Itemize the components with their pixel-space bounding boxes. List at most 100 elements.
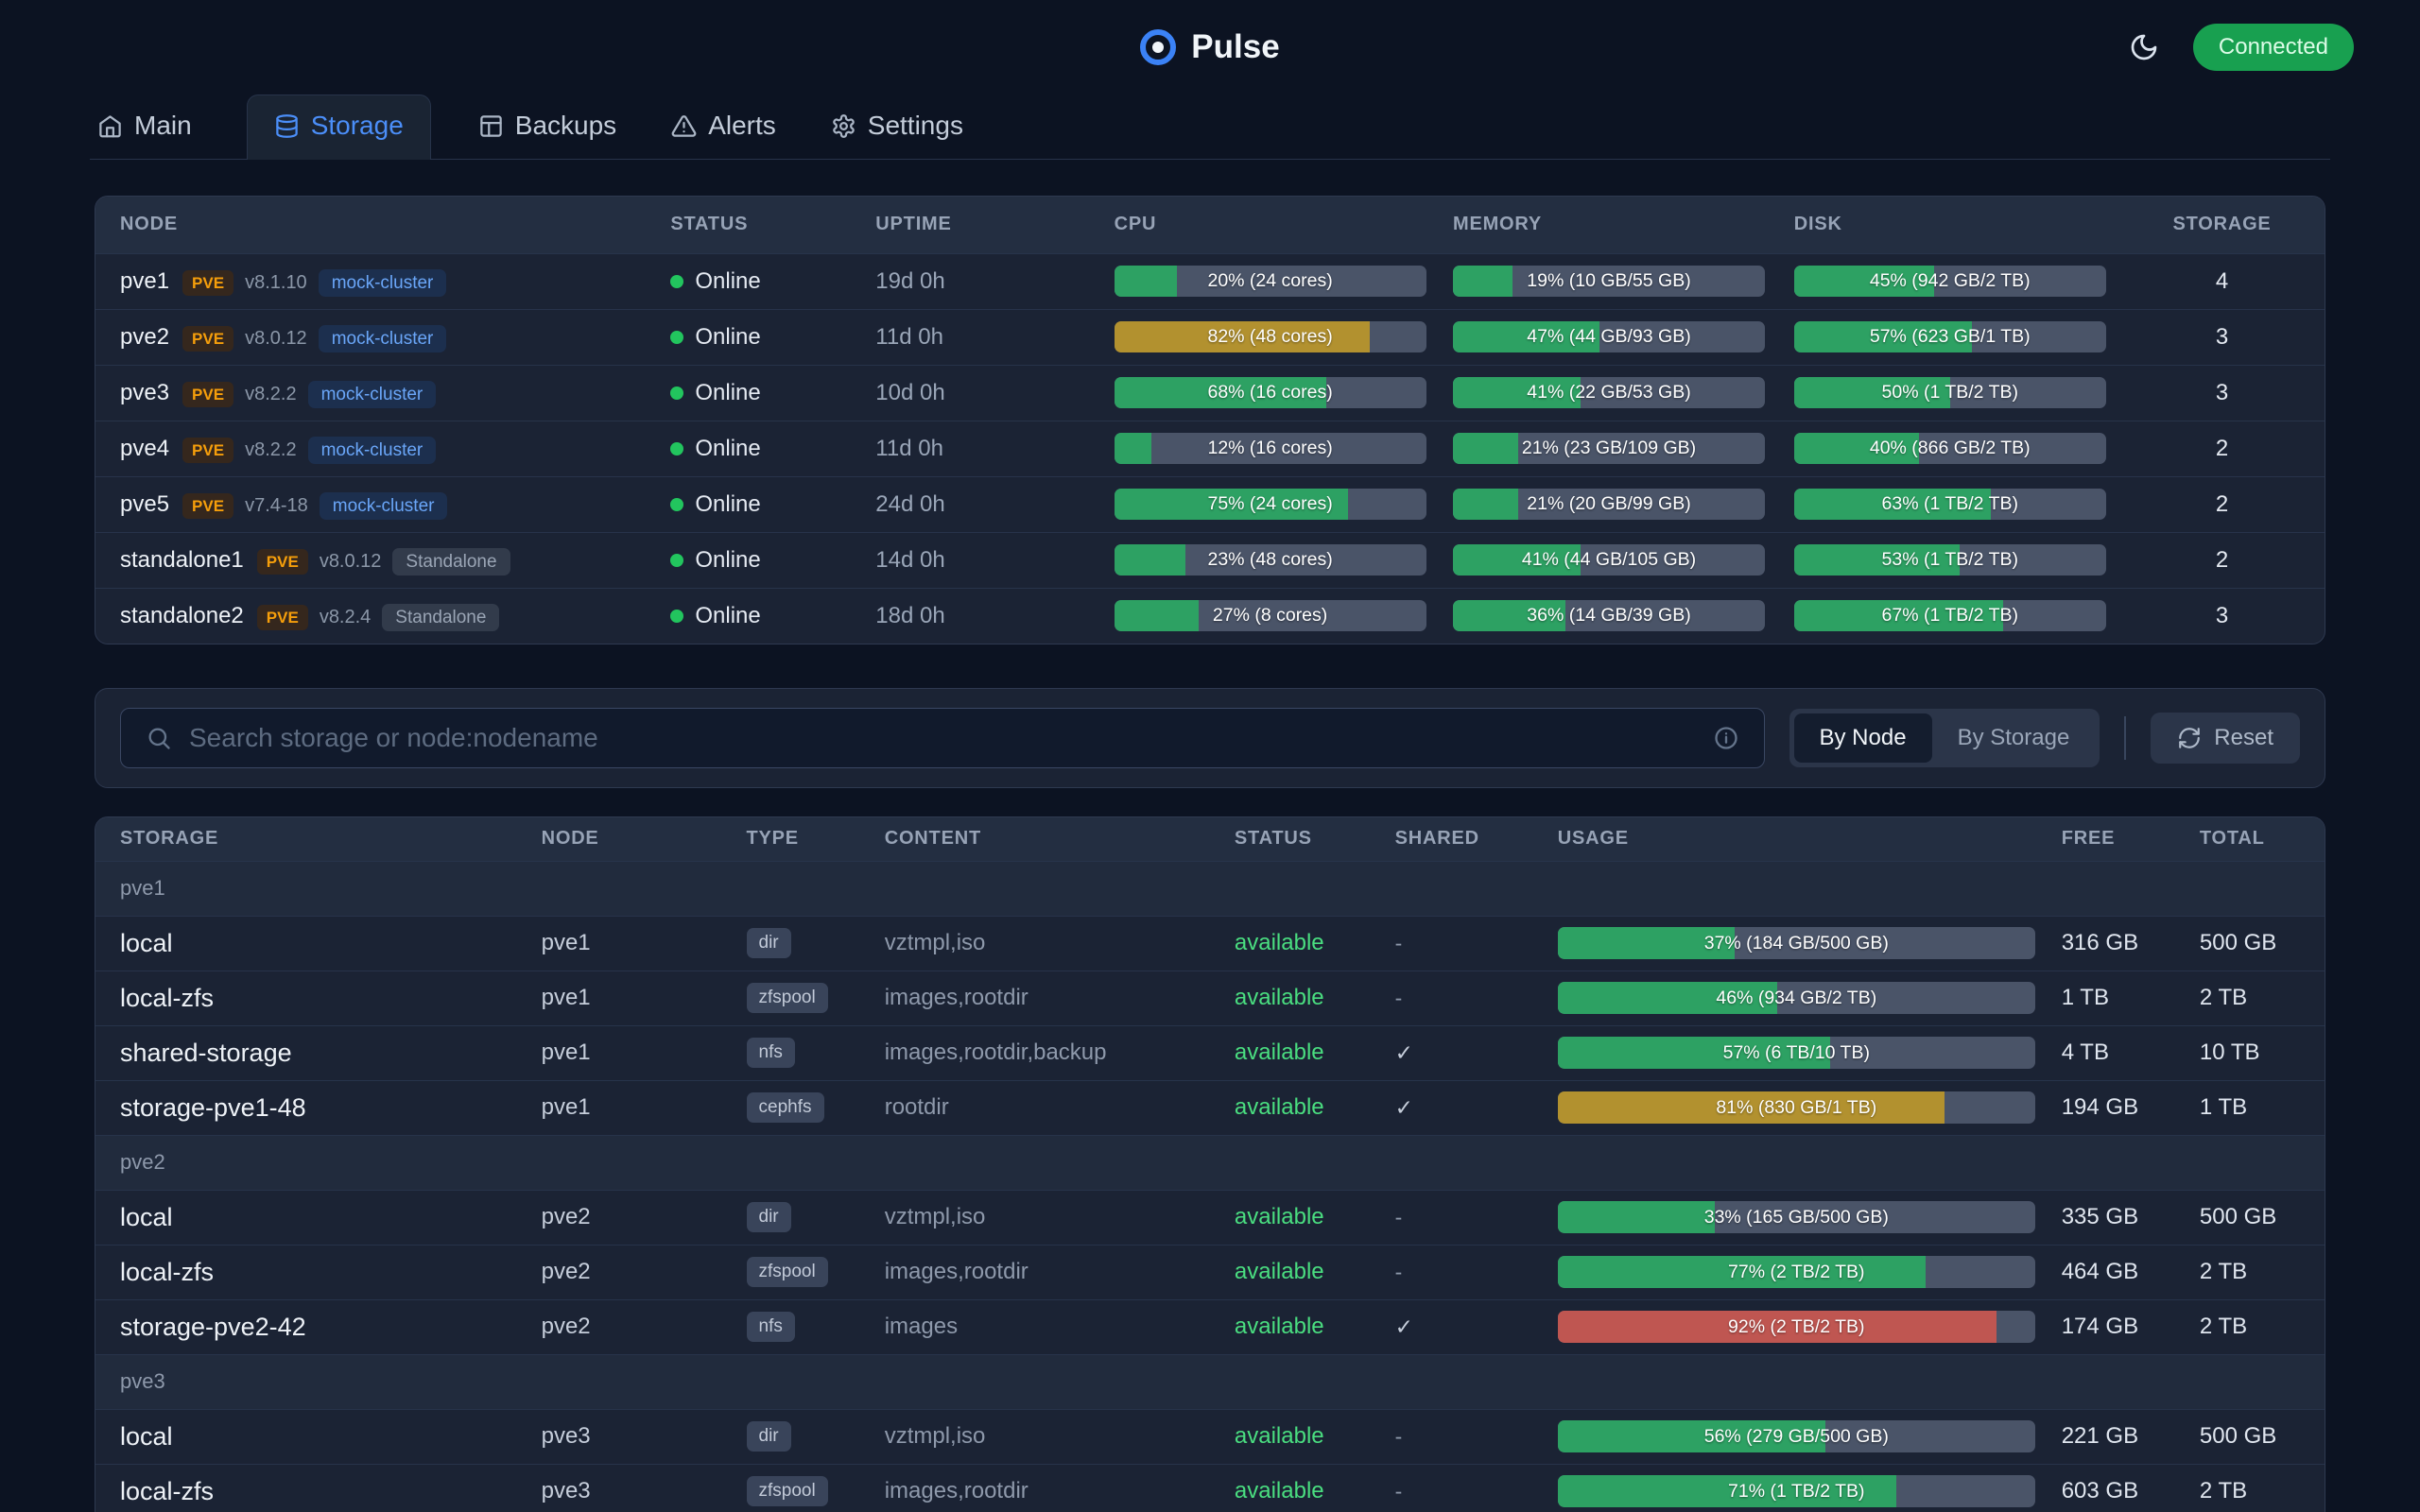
tab-main[interactable]: Main	[90, 95, 199, 159]
theme-toggle-button[interactable]	[2129, 32, 2159, 62]
storage-name: storage-pve2-42	[120, 1313, 306, 1341]
tab-storage[interactable]: Storage	[247, 94, 431, 160]
node-row[interactable]: standalone1PVEv8.0.12Standalone Online 1…	[95, 532, 2325, 588]
storage-free: 464 GB	[2062, 1259, 2138, 1284]
node-version: v8.1.10	[245, 272, 307, 293]
usage-label: 46% (934 GB/2 TB)	[1558, 982, 2035, 1014]
storage-node: pve1	[542, 1040, 591, 1065]
storage-status: available	[1235, 1259, 1324, 1284]
usage-bar: 37% (184 GB/500 GB)	[1558, 927, 2035, 959]
storage-free: 4 TB	[2062, 1040, 2109, 1065]
col-status: STATUS	[1235, 817, 1395, 861]
storage-node: pve1	[542, 930, 591, 955]
storage-type-badge: zfspool	[747, 1257, 828, 1287]
storage-row[interactable]: local-zfs pve2 zfspool images,rootdir av…	[95, 1245, 2325, 1299]
storage-free: 174 GB	[2062, 1314, 2138, 1339]
memory-bar: 19% (10 GB/55 GB)	[1453, 266, 1765, 297]
node-uptime: 18d 0h	[875, 603, 944, 628]
node-name: pve1	[120, 268, 169, 294]
node-uptime: 14d 0h	[875, 547, 944, 573]
storage-table: STORAGE NODE TYPE CONTENT STATUS SHARED …	[95, 817, 2325, 1512]
storage-row[interactable]: shared-storage pve1 nfs images,rootdir,b…	[95, 1025, 2325, 1080]
reset-button[interactable]: Reset	[2151, 713, 2300, 764]
node-name: pve5	[120, 491, 169, 517]
storage-shared: ✓	[1395, 1040, 1413, 1065]
storage-shared: -	[1395, 1260, 1403, 1284]
memory-label: 21% (20 GB/99 GB)	[1453, 489, 1765, 520]
search-input[interactable]	[189, 723, 1696, 753]
node-version: v8.2.4	[320, 607, 371, 627]
storage-row[interactable]: local pve2 dir vztmpl,iso available - 33…	[95, 1190, 2325, 1245]
cpu-bar: 82% (48 cores)	[1115, 321, 1426, 352]
storage-row[interactable]: local-zfs pve3 zfspool images,rootdir av…	[95, 1464, 2325, 1512]
storage-total: 2 TB	[2200, 1259, 2247, 1284]
storage-node: pve3	[542, 1478, 591, 1503]
storage-content: images,rootdir	[885, 1478, 1028, 1503]
storage-node: pve1	[542, 985, 591, 1010]
memory-bar: 41% (44 GB/105 GB)	[1453, 544, 1765, 576]
col-cpu: CPU	[1115, 197, 1453, 253]
storage-count: 3	[2119, 309, 2325, 365]
cpu-bar: 75% (24 cores)	[1115, 489, 1426, 520]
storage-free: 194 GB	[2062, 1094, 2138, 1120]
storage-shared: ✓	[1395, 1314, 1413, 1339]
search-box[interactable]	[120, 708, 1765, 768]
node-status: Online	[695, 603, 760, 629]
node-row[interactable]: pve4PVEv8.2.2mock-cluster Online 11d 0h …	[95, 421, 2325, 476]
tab-settings[interactable]: Settings	[823, 95, 971, 159]
online-dot	[670, 387, 683, 400]
storage-count: 2	[2119, 421, 2325, 476]
storage-row[interactable]: storage-pve1-48 pve1 cephfs rootdir avai…	[95, 1080, 2325, 1135]
node-uptime: 10d 0h	[875, 380, 944, 405]
storage-row[interactable]: local-zfs pve1 zfspool images,rootdir av…	[95, 971, 2325, 1025]
cpu-label: 27% (8 cores)	[1115, 600, 1426, 631]
by-storage-button[interactable]: By Storage	[1932, 713, 2096, 763]
storage-name: local-zfs	[120, 1258, 214, 1286]
storage-shared: -	[1395, 1479, 1403, 1503]
cpu-bar: 27% (8 cores)	[1115, 600, 1426, 631]
node-name: pve4	[120, 436, 169, 461]
storage-count: 3	[2119, 588, 2325, 644]
tab-label: Backups	[515, 111, 616, 141]
usage-bar: 71% (1 TB/2 TB)	[1558, 1475, 2035, 1507]
memory-label: 41% (44 GB/105 GB)	[1453, 544, 1765, 576]
pve-badge: PVE	[182, 270, 233, 296]
pve-badge: PVE	[182, 438, 233, 463]
storage-row[interactable]: local pve3 dir vztmpl,iso available - 56…	[95, 1409, 2325, 1464]
info-icon[interactable]	[1713, 725, 1739, 751]
disk-label: 57% (623 GB/1 TB)	[1794, 321, 2106, 352]
node-row[interactable]: pve1PVEv8.1.10mock-cluster Online 19d 0h…	[95, 253, 2325, 309]
storage-name: local	[120, 1203, 173, 1231]
col-node: NODE	[95, 197, 670, 253]
tab-backups[interactable]: Backups	[471, 95, 624, 159]
cpu-bar: 23% (48 cores)	[1115, 544, 1426, 576]
tab-alerts[interactable]: Alerts	[664, 95, 784, 159]
nodes-header-row: NODE STATUS UPTIME CPU MEMORY DISK STORA…	[95, 197, 2325, 253]
storage-status: available	[1235, 1040, 1324, 1065]
storage-total: 2 TB	[2200, 1478, 2247, 1503]
by-node-button[interactable]: By Node	[1794, 713, 1932, 763]
node-row[interactable]: pve5PVEv7.4-18mock-cluster Online 24d 0h…	[95, 476, 2325, 532]
storage-group-row: pve2	[95, 1135, 2325, 1190]
storage-total: 10 TB	[2200, 1040, 2260, 1065]
search-panel: By Node By Storage Reset	[95, 688, 2325, 788]
disk-label: 67% (1 TB/2 TB)	[1794, 600, 2106, 631]
node-status: Online	[695, 436, 760, 462]
node-row[interactable]: pve3PVEv8.2.2mock-cluster Online 10d 0h …	[95, 365, 2325, 421]
node-version: v8.0.12	[320, 551, 382, 572]
app-title: Pulse	[1191, 28, 1279, 66]
node-row[interactable]: pve2PVEv8.0.12mock-cluster Online 11d 0h…	[95, 309, 2325, 365]
group-node-label: pve2	[95, 1135, 2325, 1190]
tab-bar: Main Storage Backups Alerts Settings	[90, 94, 2330, 160]
storage-total: 500 GB	[2200, 1423, 2276, 1449]
storage-row[interactable]: local pve1 dir vztmpl,iso available - 37…	[95, 916, 2325, 971]
home-icon	[97, 113, 123, 139]
node-version: v8.0.12	[245, 328, 307, 349]
memory-label: 47% (44 GB/93 GB)	[1453, 321, 1765, 352]
online-dot	[670, 442, 683, 455]
disk-label: 40% (866 GB/2 TB)	[1794, 433, 2106, 464]
storage-type-badge: dir	[747, 1202, 791, 1232]
node-row[interactable]: standalone2PVEv8.2.4Standalone Online 18…	[95, 588, 2325, 644]
storage-row[interactable]: storage-pve2-42 pve2 nfs images availabl…	[95, 1299, 2325, 1354]
storage-total: 2 TB	[2200, 985, 2247, 1010]
